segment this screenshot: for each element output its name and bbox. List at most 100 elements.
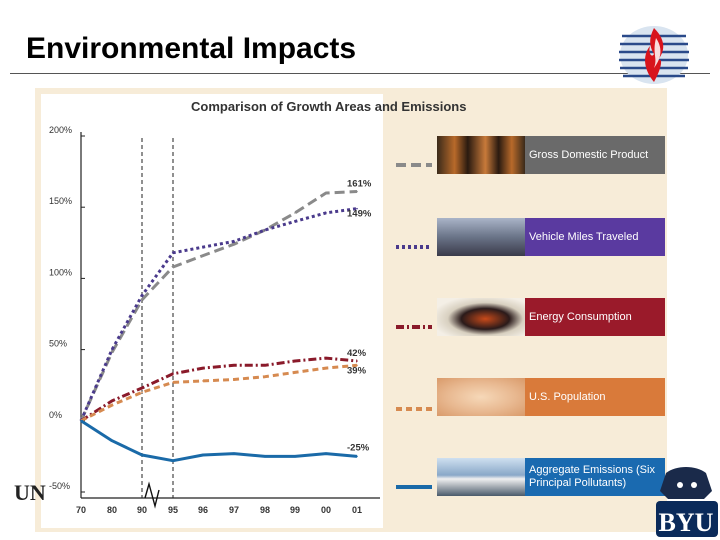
end-label-3: 39% xyxy=(347,365,367,376)
data-point-4-6 xyxy=(264,455,266,458)
legend-swatch-energy xyxy=(396,316,432,329)
data-point-4-1 xyxy=(111,439,113,442)
data-point-1-6 xyxy=(264,229,266,231)
data-point-2-6 xyxy=(264,364,266,367)
legend-tile-gdp: Gross Domestic Product xyxy=(437,136,665,174)
data-point-1-2 xyxy=(141,294,143,297)
data-point-3-2 xyxy=(141,391,143,394)
legend-photo-vmt xyxy=(437,218,525,256)
data-point-3-4 xyxy=(202,380,204,382)
data-point-1-1 xyxy=(111,348,113,351)
y-tick-label: 100% xyxy=(49,267,72,277)
end-label-4: -25% xyxy=(347,442,370,453)
legend-swatch-gdp xyxy=(396,154,432,167)
data-point-2-2 xyxy=(141,387,143,389)
slide-title: Environmental Impacts xyxy=(26,32,357,65)
x-tick-label: 00 xyxy=(321,505,331,515)
legend-label-emissions: Aggregate Emissions (Six Principal Pollu… xyxy=(529,464,655,489)
end-label-1: 149% xyxy=(347,209,372,220)
data-point-4-4 xyxy=(202,454,204,456)
data-point-4-9 xyxy=(356,455,358,458)
series-line-1 xyxy=(79,207,358,422)
data-point-0-8 xyxy=(325,192,327,194)
x-tick-label: 96 xyxy=(198,505,208,515)
legend-swatch-emissions xyxy=(396,476,432,489)
university-wordmark: UN xyxy=(14,480,46,505)
data-point-2-4 xyxy=(202,367,204,369)
data-point-0-5 xyxy=(233,243,235,246)
axis-break-mark xyxy=(144,481,160,509)
x-tick-label: 70 xyxy=(76,505,86,515)
data-point-3-5 xyxy=(233,378,235,381)
y-tick-label: 200% xyxy=(49,125,72,135)
data-point-0-4 xyxy=(202,254,204,257)
legend-label-energy: Energy Consumption xyxy=(529,310,632,323)
data-point-2-5 xyxy=(233,364,235,367)
data-point-2-7 xyxy=(294,360,296,362)
data-point-3-8 xyxy=(325,367,327,369)
y-tick-label: -50% xyxy=(49,481,70,491)
series-line-0 xyxy=(79,190,358,422)
flame-logo-icon xyxy=(619,26,689,84)
x-tick-label: 98 xyxy=(260,505,270,515)
data-point-0-3 xyxy=(172,266,174,268)
data-point-0-7 xyxy=(294,212,296,214)
data-point-3-1 xyxy=(111,404,113,406)
data-point-1-3 xyxy=(172,251,174,254)
x-tick-label: 80 xyxy=(107,505,117,515)
plot-background xyxy=(41,94,383,528)
data-point-1-5 xyxy=(233,240,235,243)
legend-swatch-vmt xyxy=(396,236,432,249)
series-line-2 xyxy=(80,356,358,423)
legend-tile-energy: Energy Consumption xyxy=(437,298,665,336)
series-line-4 xyxy=(80,419,358,463)
chart-title: Comparison of Growth Areas and Emissions xyxy=(191,99,466,114)
x-tick-label: 97 xyxy=(229,505,239,515)
legend-swatch-population xyxy=(396,398,432,411)
data-point-4-2 xyxy=(141,454,143,456)
data-point-1-7 xyxy=(294,220,296,223)
chart-panel: Comparison of Growth Areas and Emissions… xyxy=(35,88,667,532)
title-rule xyxy=(10,73,710,74)
data-point-4-8 xyxy=(325,452,327,455)
end-label-0: 161% xyxy=(347,179,372,190)
legend-tile-vmt: Vehicle Miles Traveled xyxy=(437,218,665,256)
legend-photo-population xyxy=(437,378,525,416)
data-point-0-2 xyxy=(141,298,143,301)
data-point-3-6 xyxy=(264,375,266,378)
x-tick-label: 99 xyxy=(290,505,300,515)
data-point-2-3 xyxy=(172,373,174,375)
data-point-4-7 xyxy=(294,455,296,458)
data-point-0-9 xyxy=(356,190,358,193)
data-point-2-8 xyxy=(325,357,327,359)
x-tick-label: 90 xyxy=(137,505,147,515)
data-point-3-7 xyxy=(294,371,296,374)
series-line-3 xyxy=(80,363,358,423)
legend-tile-emissions: Aggregate Emissions (Six Principal Pollu… xyxy=(437,458,665,496)
data-point-1-4 xyxy=(202,246,204,248)
legend-photo-gdp xyxy=(437,136,525,174)
legend-label-population: U.S. Population xyxy=(529,390,606,403)
y-tick-label: 150% xyxy=(49,196,72,206)
data-point-4-3 xyxy=(172,459,174,462)
legend-photo-energy xyxy=(437,298,525,336)
data-point-4-5 xyxy=(233,452,235,455)
x-tick-label: 95 xyxy=(168,505,178,515)
byu-mascot-logo-icon: BYU xyxy=(656,467,718,537)
data-point-1-8 xyxy=(325,212,327,214)
data-point-1-9 xyxy=(356,207,358,210)
data-point-2-1 xyxy=(111,400,113,402)
legend-tile-population: U.S. Population xyxy=(437,378,665,416)
line-chart: Comparison of Growth Areas and Emissions… xyxy=(41,94,466,528)
data-point-4-0 xyxy=(80,420,82,422)
end-label-2: 42% xyxy=(347,348,367,359)
data-point-3-3 xyxy=(172,381,174,384)
legend-photo-emissions xyxy=(437,458,525,496)
data-point-3-9 xyxy=(356,364,358,367)
x-tick-label: 01 xyxy=(352,505,362,515)
legend-label-gdp: Gross Domestic Product xyxy=(529,148,649,161)
svg-text:BYU: BYU xyxy=(659,508,714,537)
data-point-2-9 xyxy=(356,360,358,362)
y-tick-label: 0% xyxy=(49,410,62,420)
legend-label-vmt: Vehicle Miles Traveled xyxy=(529,230,639,243)
